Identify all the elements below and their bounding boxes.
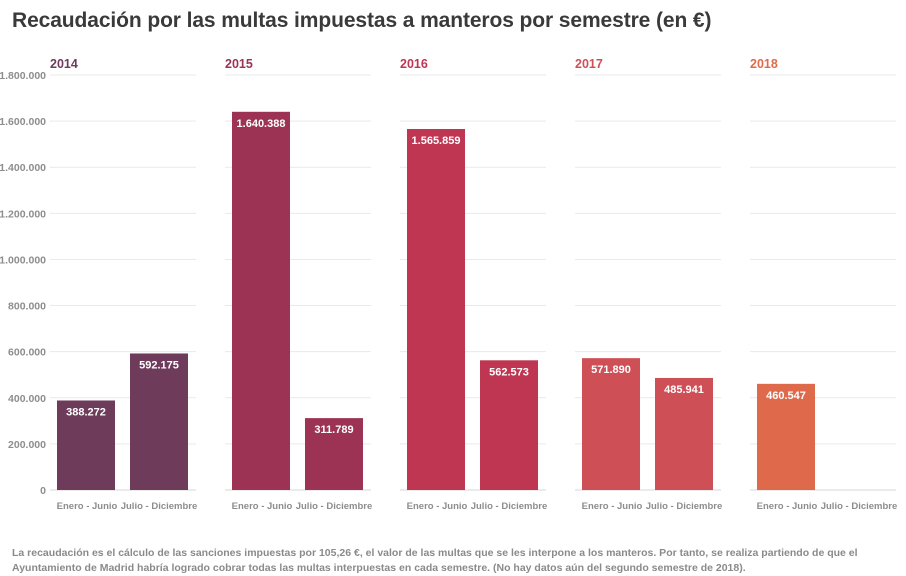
y-tick-label: 800.000 [8, 301, 46, 313]
x-tick-label: Julio - Diciembre [121, 501, 198, 512]
panel-title-2015: 2015 [225, 57, 253, 71]
panel-title-2017: 2017 [575, 57, 603, 71]
chart-title: Recaudación por las multas impuestas a m… [12, 9, 712, 32]
x-tick-label: Enero - Junio [407, 501, 468, 512]
x-tick-label: Enero - Junio [757, 501, 818, 512]
bar-2014-2 [130, 353, 188, 490]
x-tick-label: Julio - Diciembre [646, 501, 723, 512]
data-label: 485.941 [664, 384, 704, 396]
bar-2016-2 [480, 360, 538, 490]
y-tick-label: 200.000 [8, 439, 46, 451]
data-label: 571.890 [591, 364, 631, 376]
y-tick-label: 1.000.000 [0, 254, 46, 266]
y-tick-label: 1.200.000 [0, 208, 46, 220]
panel-title-2018: 2018 [750, 57, 778, 71]
bar-2015-2 [305, 418, 363, 490]
y-tick-label: 600.000 [8, 347, 46, 359]
y-tick-label: 1.400.000 [0, 162, 46, 174]
bar-2018-1 [757, 383, 815, 490]
bar-2017-2 [655, 377, 713, 490]
y-tick-label: 0 [40, 485, 46, 497]
y-tick-label: 1.800.000 [0, 70, 46, 82]
data-label: 1.640.388 [237, 118, 286, 130]
x-tick-label: Julio - Diciembre [296, 501, 373, 512]
data-label: 388.272 [66, 406, 106, 418]
data-label: 1.565.859 [412, 135, 461, 147]
x-tick-label: Enero - Junio [232, 501, 293, 512]
bar-2015-1 [232, 111, 290, 490]
panel-title-2016: 2016 [400, 57, 428, 71]
panel-title-2014: 2014 [50, 57, 78, 71]
x-tick-label: Enero - Junio [57, 501, 118, 512]
bar-2016-1 [407, 128, 465, 490]
y-tick-label: 400.000 [8, 393, 46, 405]
x-tick-label: Julio - Diciembre [471, 501, 548, 512]
data-label: 562.573 [489, 366, 529, 378]
chart-footnote: La recaudación es el cálculo de las sanc… [12, 547, 858, 574]
data-label: 592.175 [139, 359, 179, 371]
data-label: 460.547 [766, 390, 806, 402]
bar-2017-1 [582, 358, 640, 490]
x-tick-label: Enero - Junio [582, 501, 643, 512]
x-tick-label: Julio - Diciembre [821, 501, 898, 512]
data-label: 311.789 [314, 424, 353, 436]
chart-area: 0 200.000 400.000 600.000 800.000 1.000.000 1.… [0, 57, 898, 512]
bar-2014-1 [57, 400, 115, 490]
y-tick-label: 1.600.000 [0, 116, 46, 128]
